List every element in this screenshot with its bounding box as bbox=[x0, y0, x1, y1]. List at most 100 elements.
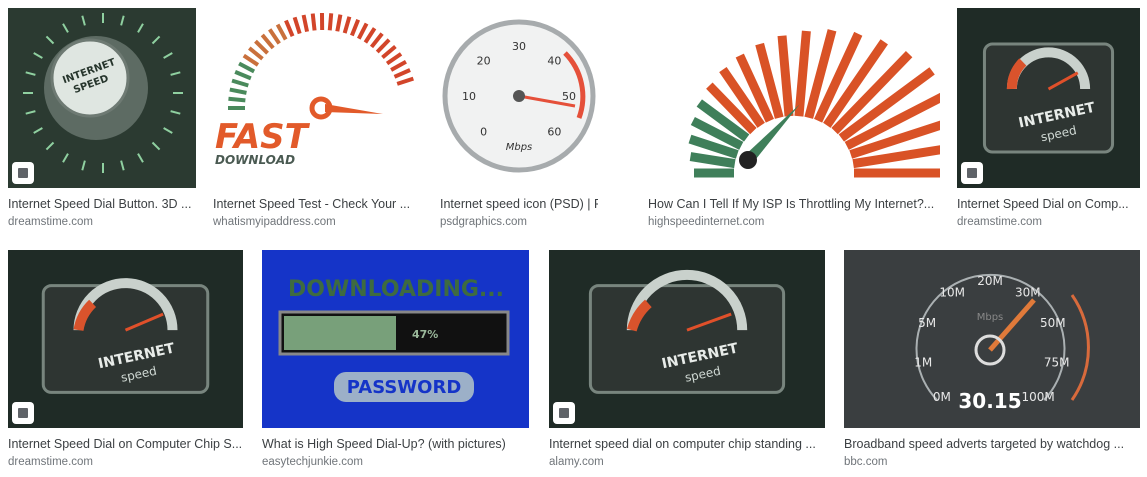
dial-slow bbox=[73, 299, 97, 332]
dial-tick bbox=[151, 141, 161, 151]
bar bbox=[755, 42, 784, 119]
dial-tick bbox=[62, 153, 69, 163]
dial-tick bbox=[229, 87, 247, 95]
result-source: easytechjunkie.com bbox=[262, 456, 363, 468]
dial-tick bbox=[357, 22, 369, 40]
dial-tick bbox=[33, 52, 43, 59]
result-title[interactable]: How Can I Tell If My ISP Is Throttling M… bbox=[648, 197, 935, 211]
bar bbox=[844, 92, 940, 150]
dial-tick bbox=[254, 39, 269, 55]
needle bbox=[325, 104, 383, 114]
dial-tick bbox=[163, 52, 173, 59]
dial-tick bbox=[45, 141, 55, 151]
bar bbox=[777, 35, 794, 117]
speed-readout: 30.15 bbox=[958, 389, 1021, 413]
dial-tick bbox=[381, 44, 397, 60]
result-tile[interactable]: FAST DOWNLOAD Internet Speed Test - Check … bbox=[213, 8, 415, 228]
result-source: dreamstime.com bbox=[8, 216, 93, 228]
dial-tick bbox=[137, 153, 144, 163]
dial-tick bbox=[170, 71, 181, 76]
dial-tick bbox=[327, 13, 334, 31]
result-tile[interactable]: 0M 1M 5M 10M 20M 30M 50M 75M 100M Mbps 30.15 Broadb… bbox=[844, 250, 1140, 468]
gauge-label: 50M bbox=[1040, 316, 1066, 330]
progress-fill bbox=[284, 316, 396, 350]
result-tile[interactable]: INTERNET speed Internet speed dial on comp… bbox=[549, 250, 825, 468]
knob bbox=[50, 38, 130, 118]
result-tile[interactable]: INTERNET speed Internet Speed Dial on Comp… bbox=[8, 250, 243, 468]
needle bbox=[1047, 71, 1079, 91]
gauge-label: 20 bbox=[477, 55, 491, 68]
dial-slow bbox=[1006, 58, 1027, 90]
bar bbox=[838, 67, 935, 142]
gauge-unit: Mbps bbox=[977, 312, 1004, 323]
result-title[interactable]: Internet Speed Dial on Comp... bbox=[957, 197, 1129, 211]
dial-tick bbox=[228, 96, 246, 103]
dial-tick bbox=[385, 52, 403, 66]
result-title[interactable]: Internet Speed Test - Check Your ... bbox=[213, 197, 411, 211]
bar bbox=[804, 29, 837, 119]
result-title[interactable]: Broadband speed adverts targeted by watc… bbox=[844, 437, 1125, 451]
dial-tick bbox=[342, 16, 352, 34]
gauge-label: 10 bbox=[462, 90, 476, 103]
gauge-label: 0M bbox=[933, 390, 951, 404]
result-source: highspeedinternet.com bbox=[648, 216, 765, 228]
image-bg bbox=[844, 250, 1140, 428]
bar bbox=[814, 31, 863, 123]
thumbnail bbox=[648, 8, 940, 188]
image-text: PASSWORD bbox=[347, 377, 462, 398]
dial-tick bbox=[137, 23, 144, 33]
result-title[interactable]: Internet Speed Dial on Computer Chip S..… bbox=[8, 437, 243, 451]
dial-tick bbox=[268, 28, 281, 45]
result-title[interactable]: Internet Speed Dial Button. 3D ... bbox=[8, 197, 192, 211]
gauge-label: 40 bbox=[547, 55, 561, 68]
needle bbox=[744, 104, 800, 164]
dial-tick bbox=[234, 70, 252, 81]
bar bbox=[735, 53, 774, 123]
dial-tick bbox=[375, 38, 391, 54]
dial-tick bbox=[335, 14, 343, 32]
dial-tick bbox=[242, 53, 260, 67]
bar bbox=[690, 117, 744, 150]
needle bbox=[124, 312, 164, 332]
dial-tick bbox=[393, 68, 411, 79]
gauge-label: 75M bbox=[1044, 355, 1070, 369]
bar bbox=[794, 30, 811, 117]
result-tile[interactable]: INTERNET speed Internet Speed Dial on Comp… bbox=[957, 8, 1140, 228]
bar bbox=[706, 82, 757, 135]
result-tile[interactable]: INTERNET SPEED Internet Speed Dial Button.… bbox=[8, 8, 196, 228]
result-source: alamy.com bbox=[549, 456, 604, 468]
thumbnail: DOWNLOADING... 47% PASSWORD bbox=[262, 250, 529, 428]
result-tile[interactable]: How Can I Tell If My ISP Is Throttling M… bbox=[648, 8, 940, 228]
dial-tick bbox=[284, 19, 295, 37]
thumbnail: 0 10 20 30 40 50 60 Mbps bbox=[440, 8, 598, 188]
result-title[interactable]: What is High Speed Dial-Up? (with pictur… bbox=[262, 437, 506, 451]
hub bbox=[513, 90, 525, 102]
result-title[interactable]: Internet speed icon (PSD) | PS... bbox=[440, 197, 598, 211]
dial-tick bbox=[45, 35, 55, 45]
image-icon bbox=[559, 408, 569, 418]
bar bbox=[689, 152, 736, 169]
bar bbox=[696, 99, 750, 142]
bar bbox=[852, 145, 940, 169]
gauge-label: 0 bbox=[480, 125, 487, 138]
needle bbox=[686, 312, 732, 332]
dial-tick bbox=[170, 110, 181, 115]
dial-tick bbox=[120, 160, 125, 171]
result-tile[interactable]: 0 10 20 30 40 50 60 Mbps Internet speed icon (PS… bbox=[440, 8, 598, 228]
result-tile[interactable]: DOWNLOADING... 47% PASSWORD What is High Sp… bbox=[262, 250, 529, 468]
gauge-label: 10M bbox=[939, 285, 965, 299]
dial-tick bbox=[350, 19, 361, 37]
dial-tick bbox=[396, 76, 414, 86]
result-title[interactable]: Internet speed dial on computer chip sta… bbox=[549, 437, 816, 451]
image-bg bbox=[213, 8, 415, 188]
dial-tick bbox=[260, 33, 275, 50]
hub bbox=[974, 334, 1006, 366]
result-source: bbc.com bbox=[844, 456, 888, 468]
dial bbox=[626, 269, 748, 331]
hub bbox=[739, 151, 757, 169]
dial-tick bbox=[151, 35, 161, 45]
dial-slow bbox=[626, 299, 652, 332]
